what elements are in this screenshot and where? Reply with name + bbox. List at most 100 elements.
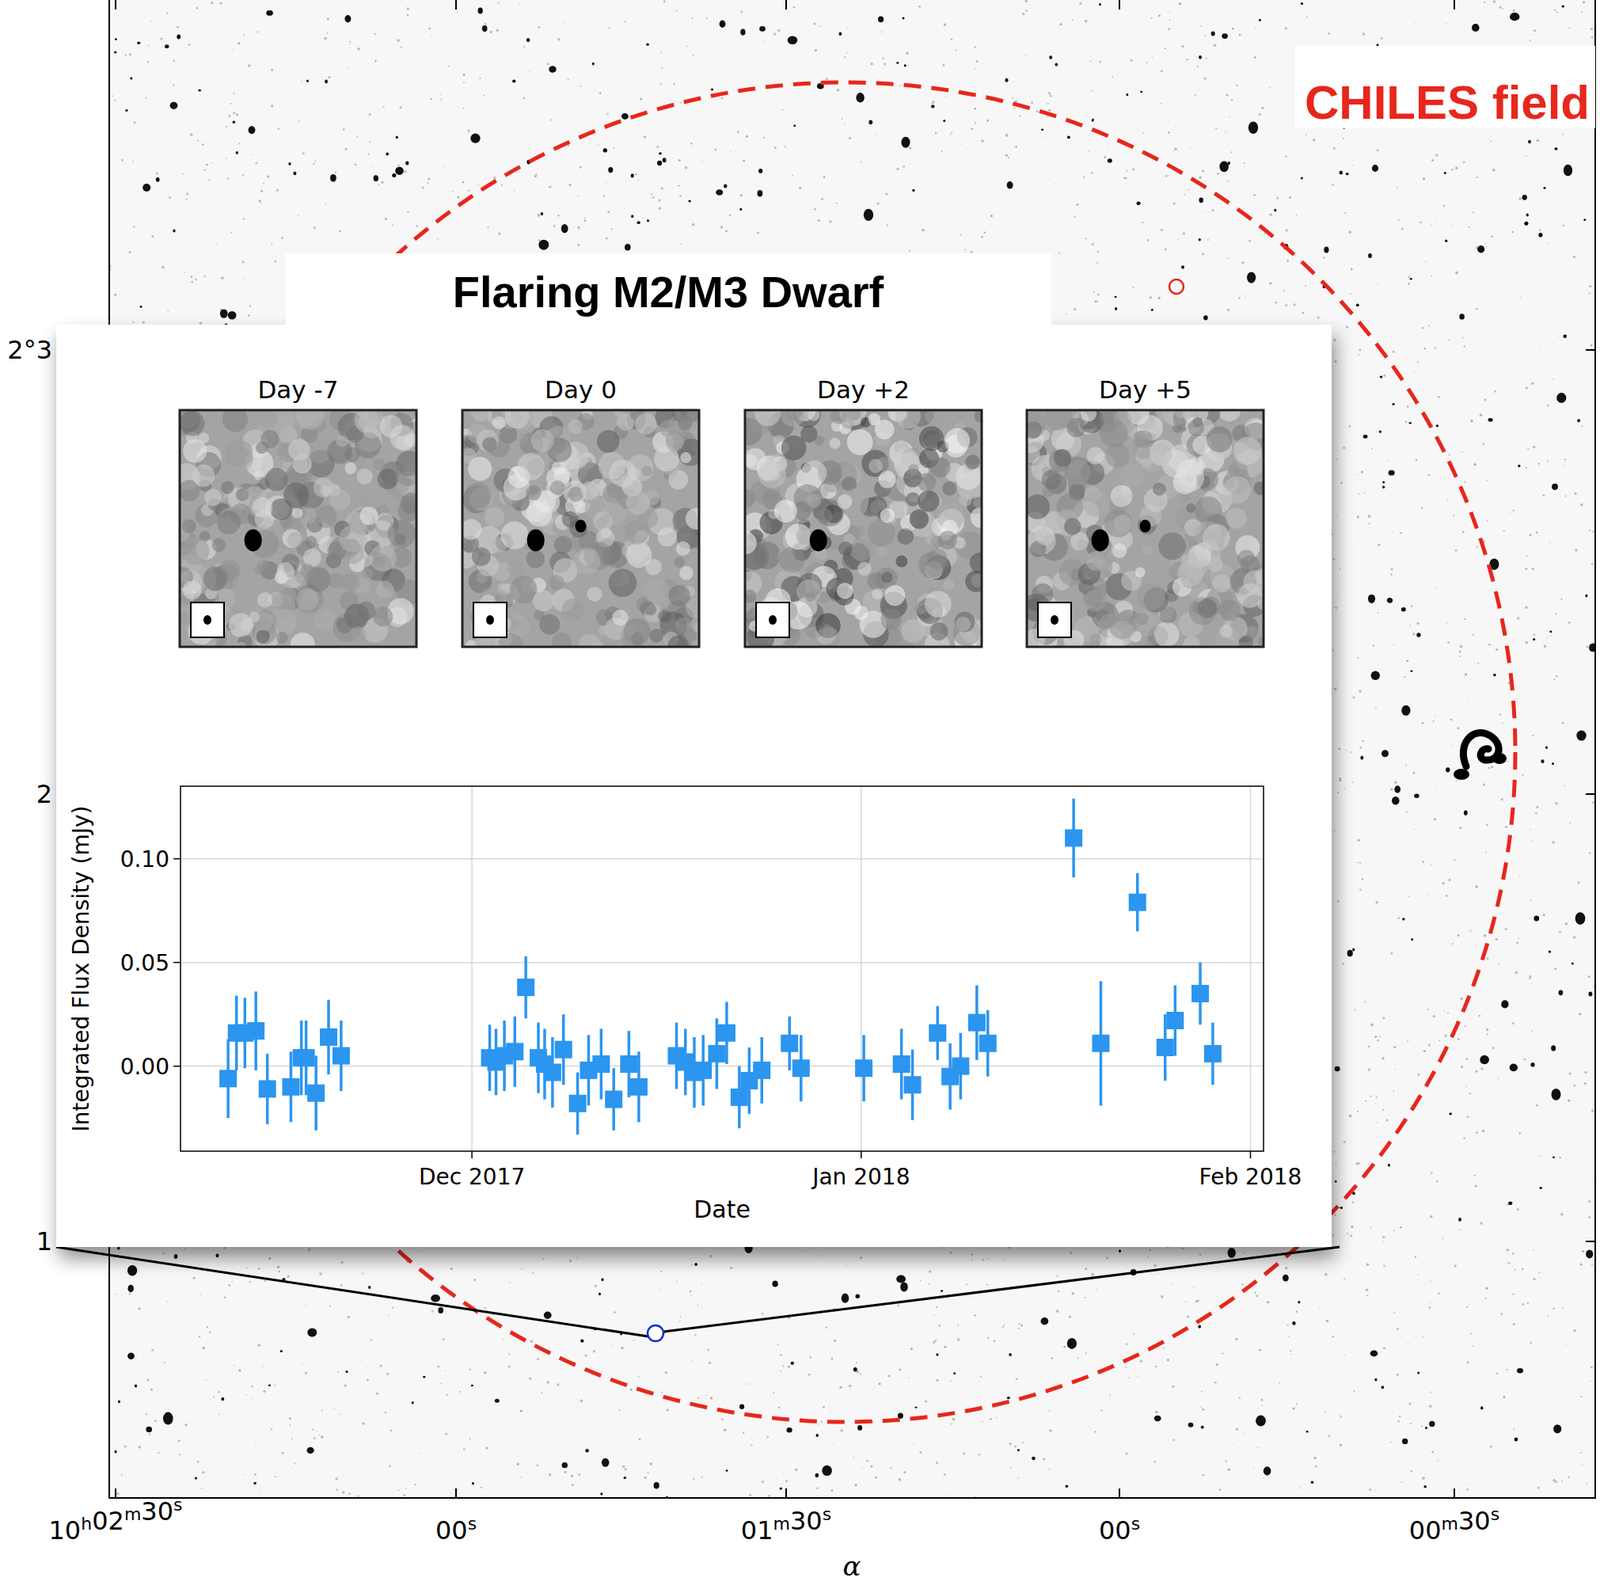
noise-dot [1445, 894, 1448, 897]
noise-dot [313, 1436, 316, 1440]
noise-dot [1428, 474, 1431, 477]
noise-dot [557, 214, 559, 217]
noise-dot [1346, 1232, 1349, 1235]
noise-dot [216, 243, 217, 245]
noise-dot [1147, 239, 1150, 242]
noise-dot [1356, 515, 1360, 518]
noise-dot [1358, 349, 1361, 352]
noise-dot [1394, 780, 1398, 784]
noise-dot [1383, 374, 1386, 377]
noise-dot [390, 1429, 392, 1432]
noise-dot [1588, 975, 1591, 978]
noise-dot [1369, 1095, 1372, 1098]
noise-dot [1185, 58, 1189, 61]
noise-dot [1125, 1343, 1128, 1346]
noise-dot [1428, 1306, 1432, 1309]
noise-dot [855, 1361, 858, 1364]
noise-dot [313, 226, 316, 229]
noise-dot [773, 33, 776, 36]
noise-dot [1550, 635, 1552, 637]
noise-dot [1519, 874, 1521, 876]
noise-dot [406, 211, 409, 213]
noise-dot [1406, 810, 1408, 813]
noise-dot [836, 202, 838, 205]
noise-dot [190, 281, 194, 284]
noise-dot [148, 1432, 151, 1435]
noise-dot [1390, 787, 1393, 791]
noise-dot [1125, 1452, 1129, 1456]
noise-dot [1556, 11, 1559, 14]
noise-dot [256, 30, 259, 33]
noise-dot [1414, 22, 1416, 23]
noise-dot [1476, 546, 1479, 548]
noise-dot [463, 81, 465, 84]
noise-dot [1501, 8, 1504, 11]
noise-dot [1014, 1445, 1017, 1448]
noise-dot [463, 107, 465, 110]
noise-dot [1261, 1404, 1264, 1407]
noise-dot [1090, 90, 1093, 92]
noise-dot [1474, 885, 1479, 889]
noise-dot [274, 260, 278, 263]
noise-dot [1573, 935, 1576, 939]
noise-dot [702, 161, 704, 163]
noise-dot [150, 20, 153, 23]
noise-dot [690, 1294, 692, 1296]
noise-dot [338, 1413, 341, 1416]
noise-dot [1100, 1409, 1103, 1411]
noise-dot [885, 1292, 887, 1294]
noise-dot [1049, 95, 1053, 98]
noise-dot [1529, 975, 1532, 978]
noise-dot [825, 1326, 829, 1329]
noise-dot [1361, 877, 1365, 881]
noise-dot [1164, 47, 1167, 50]
noise-dot [1168, 174, 1170, 176]
noise-dot [1504, 927, 1508, 931]
noise-dot [620, 1346, 624, 1350]
noise-dot [1405, 421, 1408, 424]
noise-dot [1455, 779, 1458, 782]
noise-dot [1364, 492, 1366, 495]
noise-dot [665, 1371, 668, 1374]
noise-dot [1546, 636, 1548, 638]
noise-dot [319, 1272, 322, 1275]
noise-dot [1262, 1478, 1264, 1479]
noise-dot [1473, 463, 1477, 467]
noise-dot [1525, 155, 1528, 157]
noise-dot [190, 133, 194, 137]
noise-dot [1054, 182, 1056, 184]
noise-dot [1380, 37, 1384, 40]
noise-dot [1073, 216, 1076, 218]
noise-dot [1415, 459, 1418, 462]
noise-dot [984, 231, 986, 234]
noise-dot [1231, 27, 1235, 31]
noise-dot [610, 228, 612, 230]
noise-dot [484, 22, 487, 26]
noise-dot [721, 1418, 723, 1421]
noise-dot [206, 1326, 209, 1328]
noise-dot [1592, 530, 1595, 533]
noise-dot [537, 213, 541, 217]
noise-dot [1173, 202, 1176, 206]
noise-dot [1202, 210, 1204, 212]
noise-dot [1177, 238, 1179, 240]
noise-dot [964, 249, 966, 251]
noise-dot [1340, 1414, 1342, 1417]
noise-dot [933, 1314, 935, 1317]
noise-dot [148, 45, 150, 47]
noise-dot [138, 1445, 141, 1448]
noise-dot [201, 1346, 206, 1350]
noise-dot [1437, 1459, 1440, 1462]
noise-dot [1398, 1415, 1402, 1418]
noise-dot [680, 243, 682, 245]
noise-dot [288, 1424, 291, 1426]
noise-dot [836, 88, 840, 92]
noise-dot [1403, 676, 1406, 678]
noise-dot [1485, 1028, 1489, 1031]
noise-dot [1339, 1444, 1342, 1447]
noise-dot [1338, 779, 1340, 781]
noise-dot [1170, 1397, 1171, 1399]
noise-dot [1503, 529, 1505, 532]
noise-dot [957, 1324, 959, 1327]
noise-dot [456, 196, 460, 199]
